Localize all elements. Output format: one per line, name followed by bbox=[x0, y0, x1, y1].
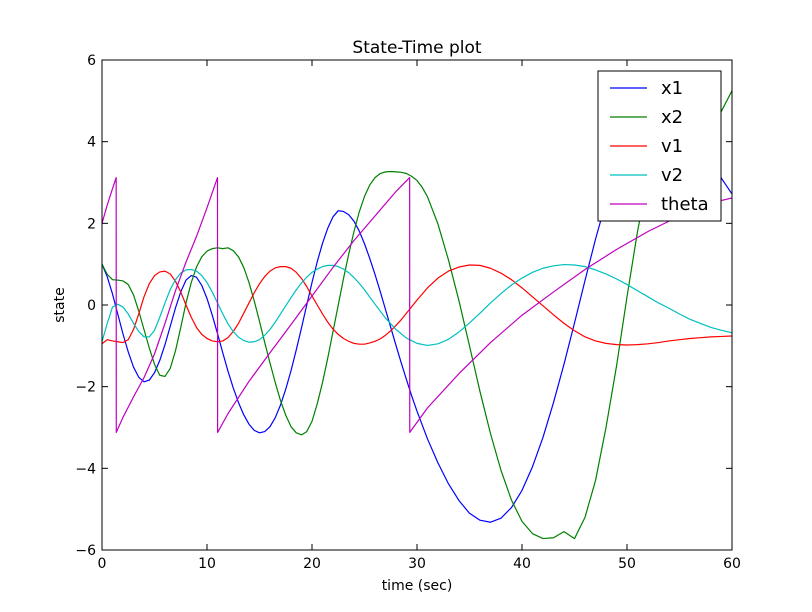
legend-label-v1: v1 bbox=[661, 136, 683, 157]
legend-label-v2: v2 bbox=[661, 165, 683, 186]
y-tick-label: 4 bbox=[87, 135, 96, 151]
y-tick-label: 6 bbox=[87, 53, 96, 69]
series-line-v2 bbox=[102, 263, 732, 347]
chart-title: State-Time plot bbox=[352, 38, 481, 58]
series-line-theta bbox=[102, 177, 732, 433]
legend-label-theta: theta bbox=[661, 194, 709, 215]
x-tick-label: 10 bbox=[198, 556, 216, 572]
x-tick-label: 40 bbox=[513, 556, 531, 572]
x-tick-label: 0 bbox=[98, 556, 107, 572]
x-tick-label: 60 bbox=[723, 556, 741, 572]
series-line-x2 bbox=[102, 90, 732, 540]
tick-layer: 0 10 20 30 40 50 60 −6 −4 −2 0 2 4 6 bbox=[75, 53, 741, 572]
y-tick-label: −2 bbox=[75, 380, 96, 396]
legend-label-x2: x2 bbox=[661, 107, 683, 128]
x-axis-label: time (sec) bbox=[382, 578, 453, 594]
x-tick-label: 20 bbox=[303, 556, 321, 572]
legend: x1 x2 v1 v2 theta bbox=[597, 70, 722, 222]
y-tick-label: 0 bbox=[87, 298, 96, 314]
x-tick-label: 50 bbox=[618, 556, 636, 572]
y-tick-label: 2 bbox=[87, 216, 96, 232]
series-line-v1 bbox=[102, 264, 732, 346]
series-layer bbox=[102, 90, 732, 540]
y-tick-label: −6 bbox=[75, 543, 96, 559]
legend-label-x1: x1 bbox=[661, 78, 683, 99]
y-axis-label: state bbox=[52, 287, 68, 322]
y-tick-label: −4 bbox=[75, 461, 96, 477]
x-tick-label: 30 bbox=[408, 556, 426, 572]
